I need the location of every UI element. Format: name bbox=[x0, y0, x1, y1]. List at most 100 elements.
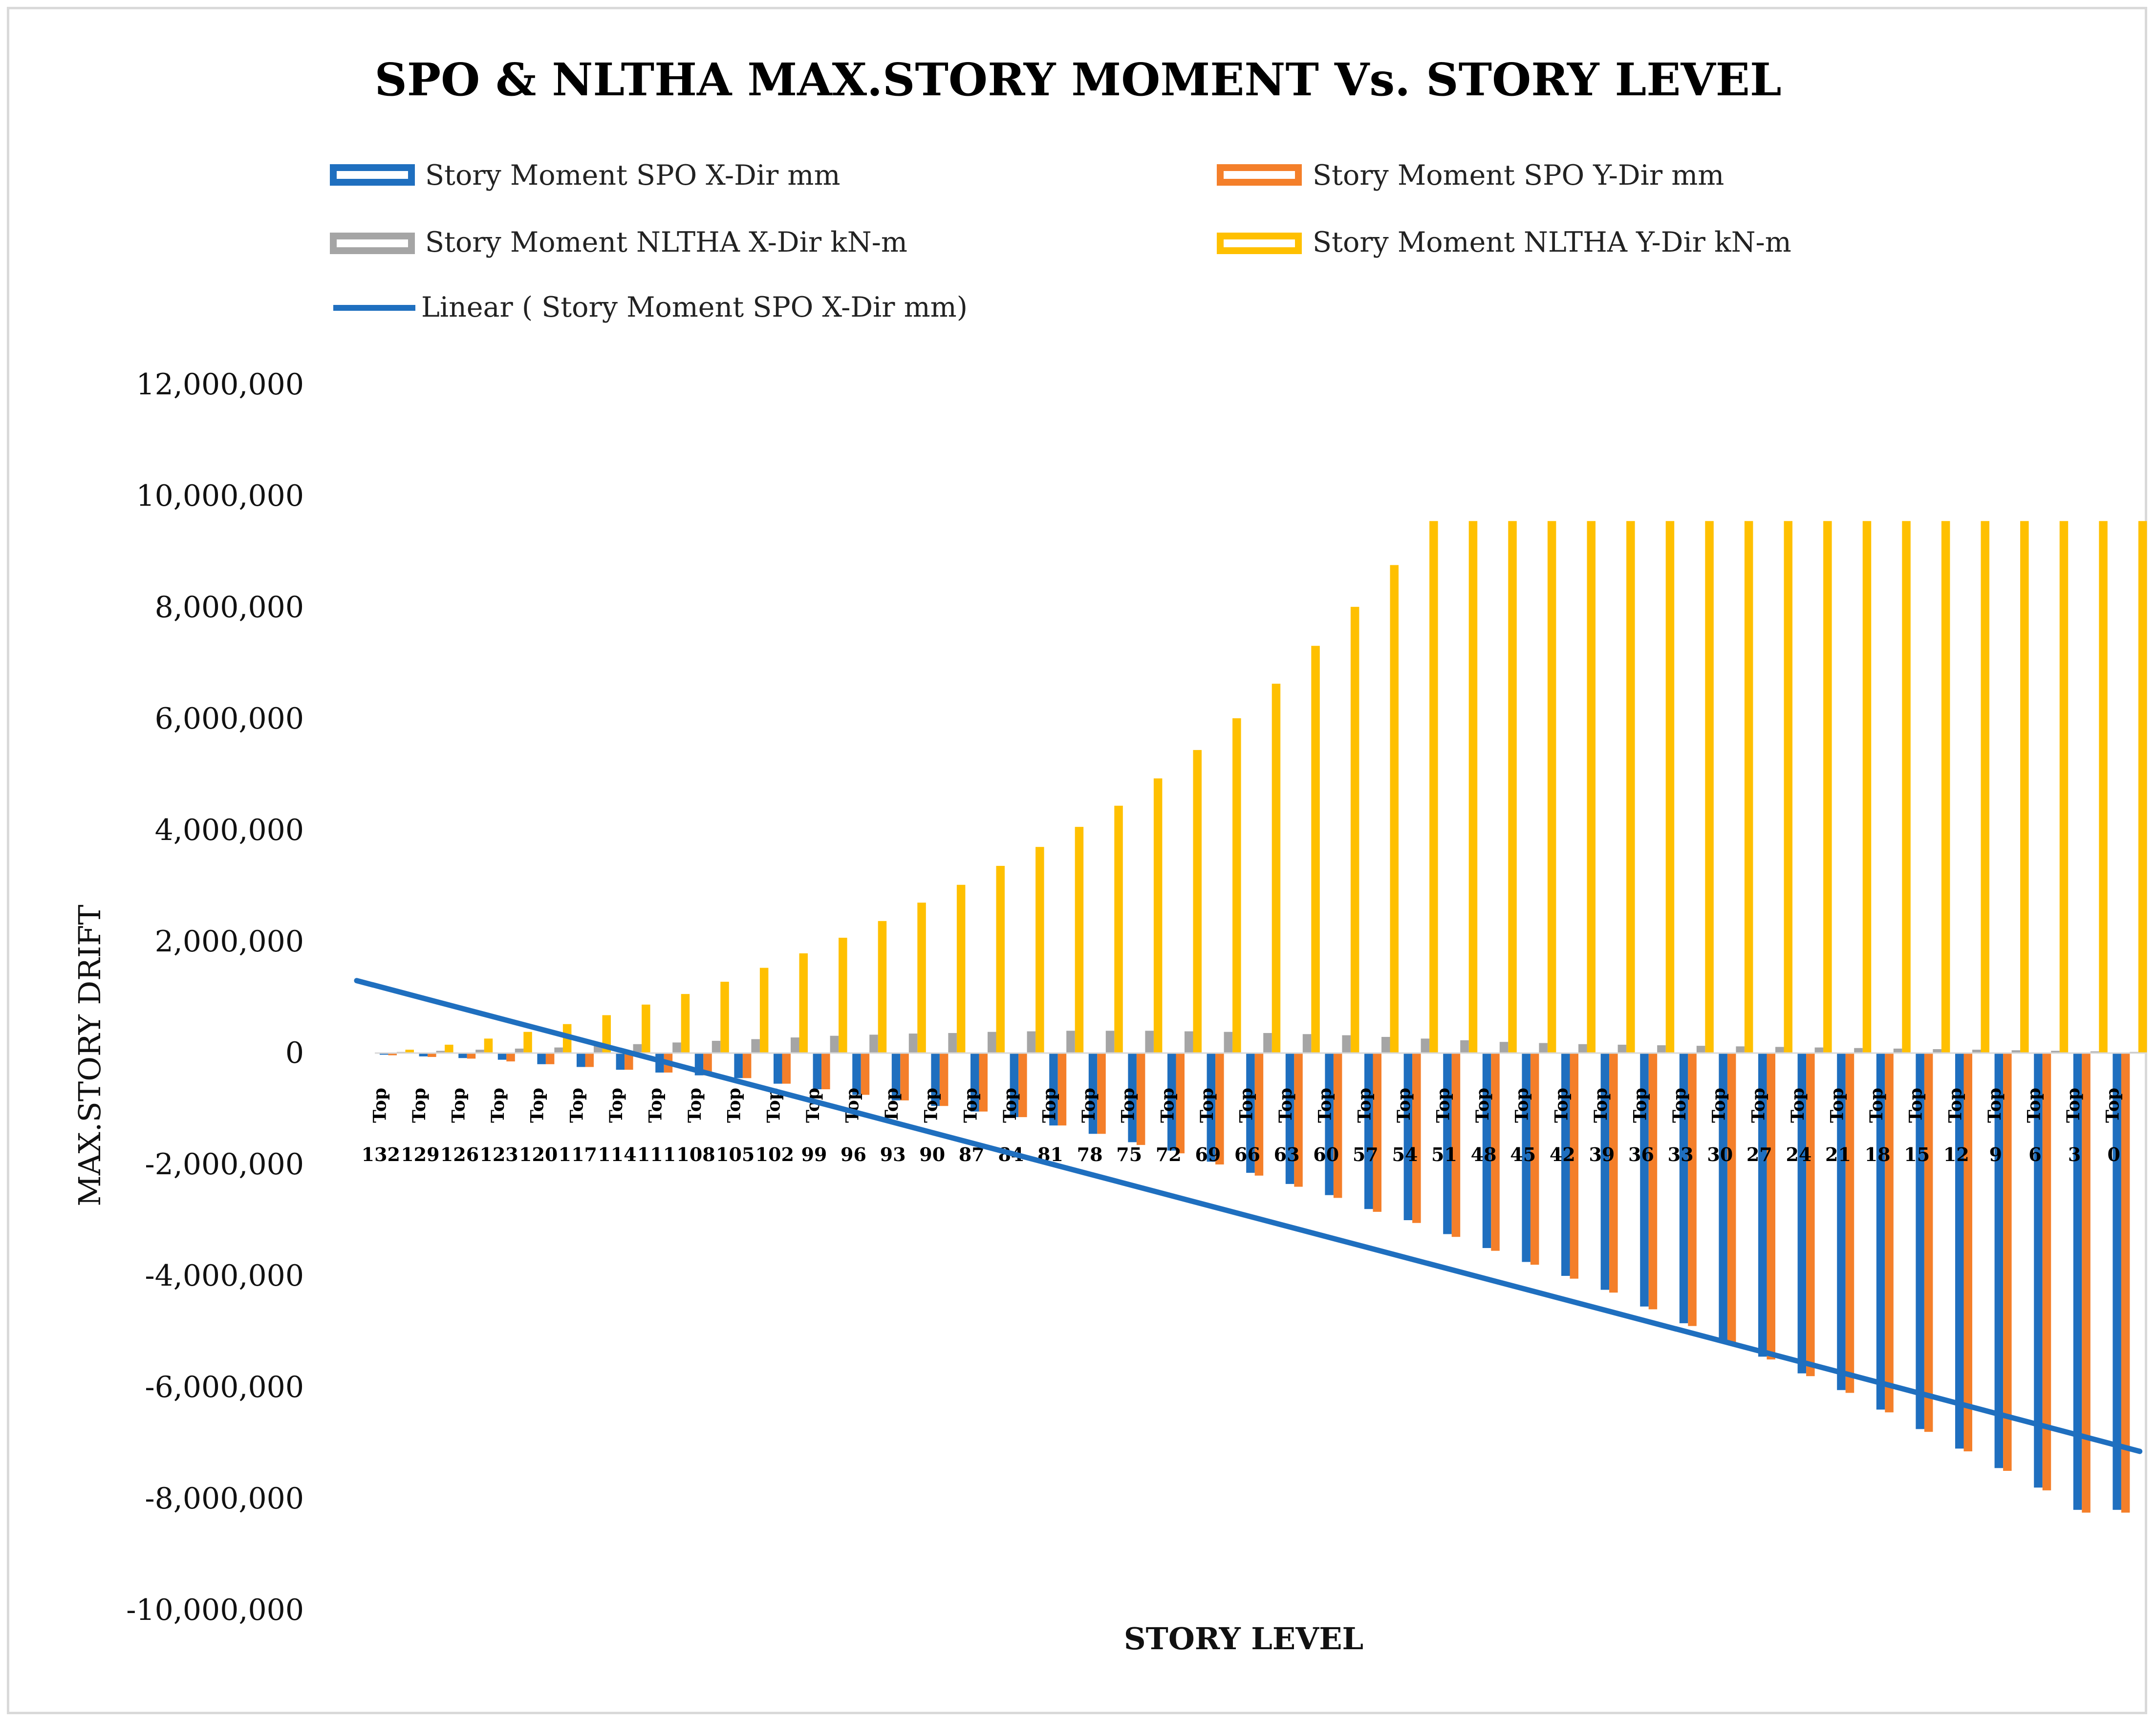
bar-story-moment-nltha-y-dir-kn-m-51 bbox=[1468, 521, 1478, 1053]
bar-story-moment-nltha-x-dir-kn-m-21 bbox=[1854, 1048, 1863, 1053]
bar-story-moment-nltha-x-dir-kn-m-57 bbox=[1381, 1036, 1390, 1053]
bar-story-moment-spo-x-dir-mm-48 bbox=[1482, 1053, 1491, 1248]
bar-story-moment-spo-x-dir-mm-96 bbox=[852, 1053, 861, 1095]
bar-story-moment-spo-x-dir-mm-87 bbox=[970, 1053, 979, 1112]
bar-story-moment-nltha-y-dir-kn-m-99 bbox=[839, 938, 847, 1053]
legend-swatch-spo-y bbox=[1217, 164, 1302, 186]
bar-story-moment-spo-y-dir-mm-75 bbox=[1136, 1053, 1145, 1145]
bar-story-moment-spo-x-dir-mm-0 bbox=[2113, 1053, 2121, 1510]
bar-story-moment-nltha-y-dir-kn-m-21 bbox=[1862, 521, 1872, 1053]
bar-story-moment-spo-x-dir-mm-12 bbox=[1955, 1053, 1964, 1449]
bar-story-moment-spo-y-dir-mm-9 bbox=[2003, 1053, 2012, 1471]
y-tick-label: 4,000,000 bbox=[155, 813, 304, 847]
category-label-number: 48 bbox=[1471, 1143, 1497, 1165]
category-label-number: 6 bbox=[2028, 1143, 2041, 1165]
bar-story-moment-nltha-x-dir-kn-m-129 bbox=[436, 1051, 445, 1053]
category-label-prefix: Top bbox=[1157, 1088, 1178, 1123]
category-label-prefix: Top bbox=[566, 1088, 587, 1123]
trendline-group bbox=[354, 978, 2143, 1454]
bar-story-moment-spo-x-dir-mm-102 bbox=[774, 1053, 782, 1084]
category-label-prefix: Top bbox=[409, 1088, 430, 1123]
category-label-prefix: Top bbox=[724, 1088, 745, 1123]
bar-story-moment-spo-y-dir-mm-15 bbox=[1924, 1053, 1933, 1432]
bar-story-moment-nltha-x-dir-kn-m-36 bbox=[1657, 1045, 1666, 1053]
category-label-number: 45 bbox=[1510, 1143, 1536, 1165]
category-label-number: 42 bbox=[1550, 1143, 1575, 1165]
bar-story-moment-spo-x-dir-mm-75 bbox=[1128, 1053, 1137, 1142]
category-label-prefix: Top bbox=[1433, 1088, 1454, 1123]
bar-story-moment-spo-x-dir-mm-78 bbox=[1088, 1053, 1098, 1134]
bar-story-moment-spo-y-dir-mm-48 bbox=[1491, 1053, 1500, 1251]
bar-story-moment-nltha-x-dir-kn-m-84 bbox=[1027, 1031, 1036, 1053]
bar-story-moment-nltha-x-dir-kn-m-114 bbox=[633, 1044, 642, 1053]
category-label-number: 24 bbox=[1786, 1143, 1811, 1165]
y-tick-label: 2,000,000 bbox=[155, 925, 304, 959]
bar-story-moment-spo-y-dir-mm-126 bbox=[467, 1053, 476, 1059]
legend-label-spo-y: Story Moment SPO Y-Dir mm bbox=[1313, 159, 1724, 192]
bar-story-moment-nltha-y-dir-kn-m-3 bbox=[2099, 521, 2108, 1053]
bar-story-moment-spo-x-dir-mm-90 bbox=[931, 1053, 940, 1106]
bar-story-moment-nltha-x-dir-kn-m-99 bbox=[830, 1035, 839, 1053]
category-label-number: 108 bbox=[676, 1143, 715, 1165]
category-label-prefix: Top bbox=[1236, 1088, 1257, 1123]
bars bbox=[375, 521, 2147, 1513]
bar-story-moment-nltha-x-dir-kn-m-66 bbox=[1263, 1033, 1272, 1053]
bar-story-moment-spo-x-dir-mm-129 bbox=[419, 1053, 428, 1056]
bar-story-moment-spo-y-dir-mm-6 bbox=[2042, 1053, 2051, 1490]
bar-story-moment-nltha-x-dir-kn-m-87 bbox=[988, 1032, 996, 1053]
bar-story-moment-spo-x-dir-mm-126 bbox=[458, 1053, 467, 1058]
trendline bbox=[354, 978, 2143, 1454]
category-label-number: 39 bbox=[1589, 1143, 1615, 1165]
bar-story-moment-nltha-y-dir-kn-m-84 bbox=[1035, 847, 1044, 1053]
bar-story-moment-nltha-y-dir-kn-m-39 bbox=[1626, 521, 1635, 1053]
category-label-number: 30 bbox=[1707, 1143, 1733, 1165]
legend-label-nltha-y: Story Moment NLTHA Y-Dir kN-m bbox=[1313, 226, 1791, 258]
bar-story-moment-nltha-x-dir-kn-m-45 bbox=[1539, 1043, 1548, 1053]
bar-story-moment-spo-y-dir-mm-54 bbox=[1412, 1053, 1421, 1223]
bar-story-moment-spo-y-dir-mm-60 bbox=[1333, 1053, 1342, 1198]
bar-story-moment-spo-y-dir-mm-27 bbox=[1767, 1053, 1775, 1359]
category-label-number: 129 bbox=[401, 1143, 439, 1165]
category-label-prefix: Top bbox=[1906, 1088, 1926, 1123]
bar-story-moment-spo-y-dir-mm-117 bbox=[585, 1053, 594, 1067]
bar-story-moment-spo-y-dir-mm-84 bbox=[1018, 1053, 1027, 1118]
bar-story-moment-nltha-x-dir-kn-m-51 bbox=[1460, 1040, 1469, 1053]
bar-story-moment-nltha-y-dir-kn-m-105 bbox=[759, 968, 769, 1053]
bar-story-moment-spo-x-dir-mm-54 bbox=[1403, 1053, 1413, 1220]
bar-story-moment-nltha-x-dir-kn-m-126 bbox=[475, 1050, 484, 1053]
bar-story-moment-nltha-y-dir-kn-m-30 bbox=[1744, 521, 1753, 1053]
bar-story-moment-spo-y-dir-mm-81 bbox=[1057, 1053, 1067, 1126]
bar-story-moment-nltha-x-dir-kn-m-33 bbox=[1696, 1046, 1705, 1053]
category-label-number: 69 bbox=[1195, 1143, 1221, 1165]
bar-story-moment-nltha-y-dir-kn-m-54 bbox=[1429, 521, 1438, 1053]
bar-story-moment-nltha-y-dir-kn-m-114 bbox=[642, 1004, 650, 1053]
bar-story-moment-spo-x-dir-mm-99 bbox=[813, 1053, 822, 1090]
category-label-number: 75 bbox=[1116, 1143, 1142, 1165]
bar-story-moment-nltha-x-dir-kn-m-72 bbox=[1185, 1031, 1193, 1053]
bar-story-moment-spo-x-dir-mm-81 bbox=[1049, 1053, 1058, 1126]
bar-story-moment-spo-x-dir-mm-9 bbox=[1994, 1053, 2004, 1468]
category-label-number: 36 bbox=[1628, 1143, 1654, 1165]
category-label-prefix: Top bbox=[1591, 1088, 1611, 1123]
bar-story-moment-nltha-x-dir-kn-m-69 bbox=[1224, 1032, 1233, 1053]
bar-story-moment-nltha-y-dir-kn-m-87 bbox=[996, 865, 1005, 1053]
bar-story-moment-nltha-x-dir-kn-m-102 bbox=[791, 1037, 799, 1053]
bar-story-moment-spo-y-dir-mm-90 bbox=[939, 1053, 949, 1106]
y-tick-label: -6,000,000 bbox=[145, 1370, 304, 1404]
bar-story-moment-nltha-y-dir-kn-m-63 bbox=[1311, 646, 1320, 1053]
bar-story-moment-spo-y-dir-mm-21 bbox=[1845, 1053, 1854, 1393]
category-label-number: 72 bbox=[1156, 1143, 1182, 1165]
bar-story-moment-spo-y-dir-mm-3 bbox=[2082, 1053, 2091, 1513]
category-label-prefix: Top bbox=[1866, 1088, 1887, 1123]
bar-story-moment-spo-y-dir-mm-114 bbox=[625, 1053, 633, 1070]
bar-story-moment-spo-y-dir-mm-78 bbox=[1097, 1053, 1106, 1134]
bar-story-moment-spo-x-dir-mm-6 bbox=[2034, 1053, 2043, 1488]
category-label-number: 51 bbox=[1431, 1143, 1457, 1165]
bar-story-moment-spo-y-dir-mm-36 bbox=[1648, 1053, 1658, 1310]
bar-story-moment-spo-x-dir-mm-63 bbox=[1285, 1053, 1294, 1184]
bar-story-moment-spo-y-dir-mm-18 bbox=[1885, 1053, 1894, 1413]
category-label-number: 102 bbox=[755, 1143, 794, 1165]
bar-story-moment-spo-x-dir-mm-120 bbox=[537, 1053, 546, 1064]
category-label-prefix: Top bbox=[646, 1088, 666, 1123]
